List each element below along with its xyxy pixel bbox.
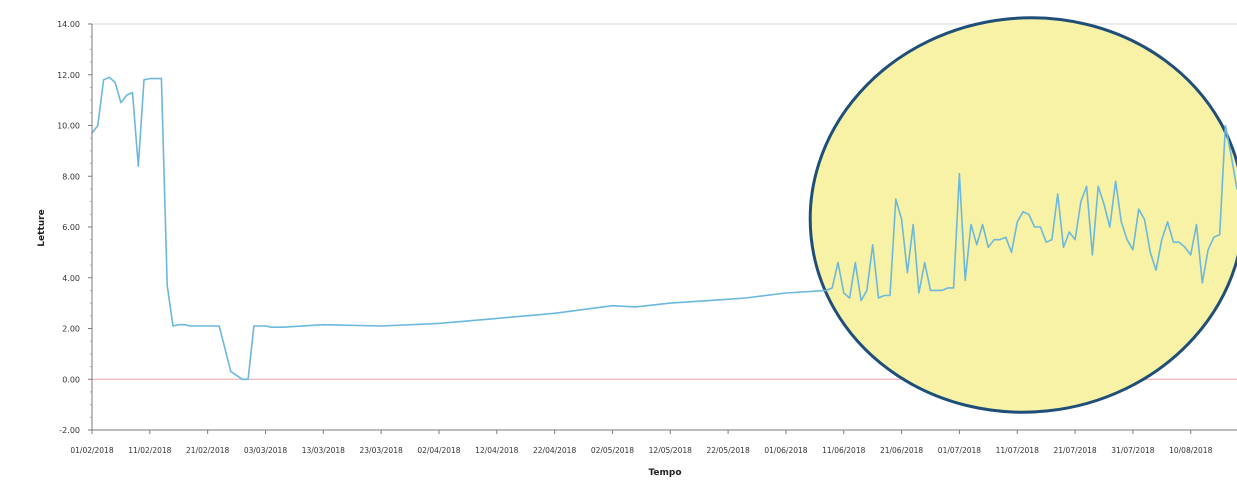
x-tick-label: 02/05/2018 bbox=[591, 446, 634, 455]
y-axis-title: Letture bbox=[37, 209, 47, 246]
x-tick-label: 31/07/2018 bbox=[1111, 446, 1154, 455]
series-line bbox=[91, 76, 1237, 381]
y-tick-labels: -2.00 0.00 2.00 4.00 6.00 8.00 10.00 12.00 14.00 bbox=[57, 20, 80, 435]
x-tick-label: 10/08/2018 bbox=[1169, 446, 1212, 455]
series-polyline bbox=[91, 76, 1237, 381]
y-tick-label: -2.00 bbox=[59, 426, 80, 435]
x-tick-label: 11/06/2018 bbox=[822, 446, 865, 455]
x-tick-label: 02/04/2018 bbox=[417, 446, 460, 455]
x-tick-label: 21/06/2018 bbox=[880, 446, 923, 455]
x-tick-labels: 01/02/2018 11/02/2018 21/02/2018 03/03/2018… bbox=[70, 446, 1212, 455]
y-tick-label: 0.00 bbox=[62, 375, 80, 384]
x-tick-label: 22/04/2018 bbox=[533, 446, 576, 455]
y-tick-label: 10.00 bbox=[57, 122, 80, 131]
highlight-ellipse bbox=[808, 16, 1237, 414]
x-tick-label: 01/06/2018 bbox=[764, 446, 807, 455]
axes bbox=[88, 23, 1237, 434]
highlight-ellipse-shape bbox=[808, 16, 1237, 414]
x-tick-label: 12/04/2018 bbox=[475, 446, 518, 455]
y-tick-label: 2.00 bbox=[62, 325, 80, 334]
x-tick-label: 01/02/2018 bbox=[70, 446, 113, 455]
x-tick-label: 21/02/2018 bbox=[186, 446, 229, 455]
x-tick-label: 23/03/2018 bbox=[360, 446, 403, 455]
y-tick-label: 12.00 bbox=[57, 71, 80, 80]
x-tick-label: 11/02/2018 bbox=[128, 446, 171, 455]
y-tick-label: 8.00 bbox=[62, 172, 80, 181]
x-tick-label: 22/05/2018 bbox=[706, 446, 749, 455]
y-tick-label: 14.00 bbox=[57, 20, 80, 29]
x-tick-label: 01/07/2018 bbox=[938, 446, 981, 455]
x-axis-title: Tempo bbox=[648, 468, 681, 478]
y-tick-label: 4.00 bbox=[62, 274, 80, 283]
x-tick-label: 11/07/2018 bbox=[996, 446, 1039, 455]
x-tick-label: 03/03/2018 bbox=[244, 446, 287, 455]
x-tick-label: 21/07/2018 bbox=[1053, 446, 1096, 455]
y-tick-label: 6.00 bbox=[62, 223, 80, 232]
x-tick-label: 13/03/2018 bbox=[302, 446, 345, 455]
x-tick-label: 12/05/2018 bbox=[649, 446, 692, 455]
